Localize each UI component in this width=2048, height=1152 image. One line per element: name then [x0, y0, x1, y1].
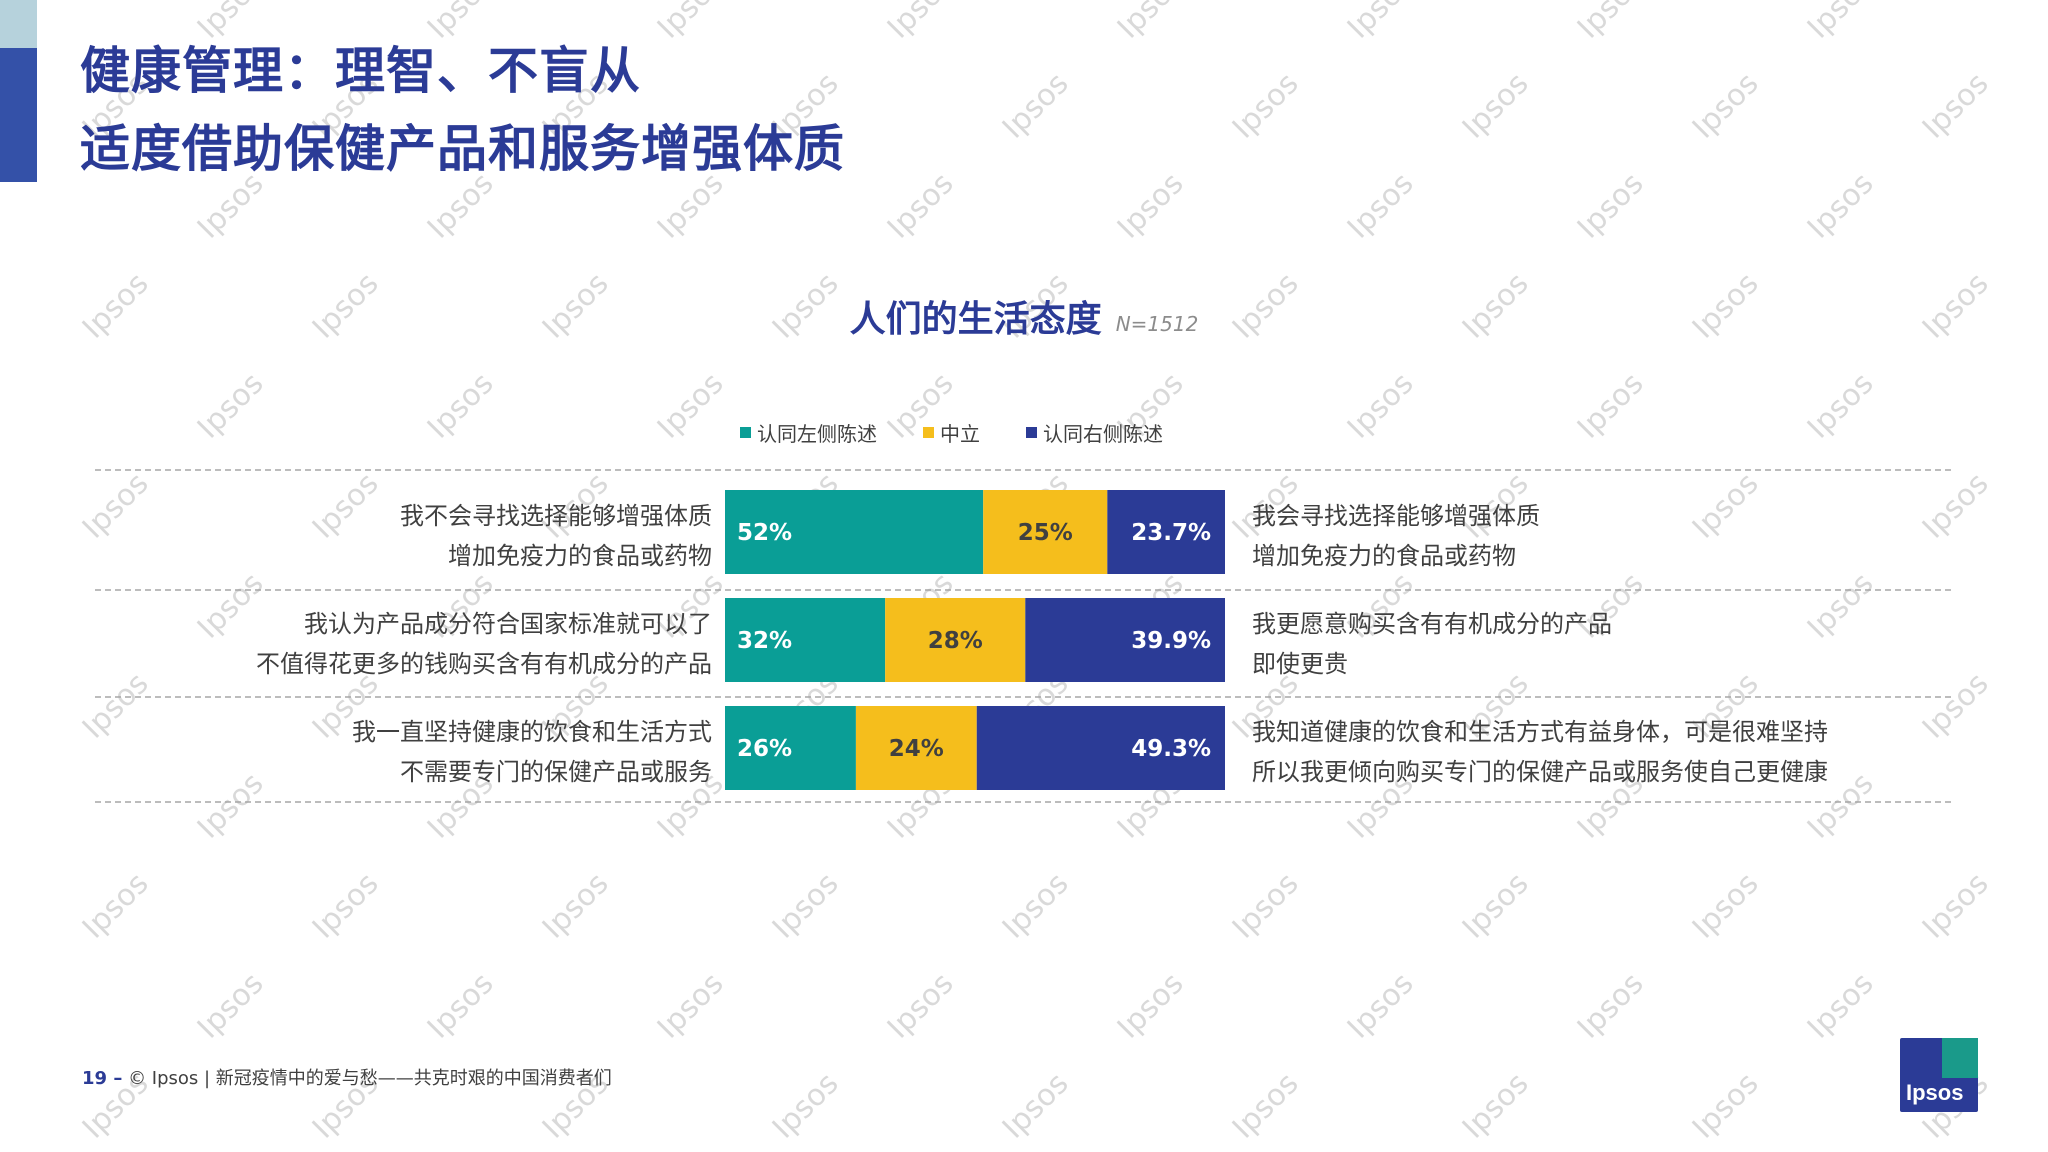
- bar-row2-series0: [725, 706, 856, 790]
- data-label-row2-series1: 24%: [889, 736, 944, 762]
- logo-text: Ipsos: [1906, 1080, 1964, 1105]
- right-statement-row0-line0: 我会寻找选择能够增强体质: [1252, 502, 1540, 530]
- footer-source: © Ipsos | 新冠疫情中的爱与愁——共克时艰的中国消费者们: [128, 1068, 612, 1089]
- left-statement-row2-line0: 我一直坚持健康的饮食和生活方式: [352, 718, 712, 746]
- bar-row1-series1: [885, 598, 1026, 682]
- footer: 19 – © Ipsos | 新冠疫情中的爱与愁——共克时艰的中国消费者们: [82, 1064, 612, 1090]
- data-label-row0-series1: 25%: [1018, 520, 1073, 546]
- legend-item-agree-left: 认同左侧陈述: [740, 418, 877, 447]
- legend-label-agree-left: 认同左侧陈述: [757, 422, 877, 446]
- left-statement-row0-line0: 我不会寻找选择能够增强体质: [400, 502, 712, 530]
- data-label-row1-series1: 28%: [928, 628, 983, 654]
- right-statement-row2-line1: 所以我更倾向购买专门的保健产品或服务使自己更健康: [1252, 758, 1828, 786]
- bar-row1-series2: [1025, 598, 1225, 682]
- bar-row1-series0: [725, 598, 886, 682]
- left-statement-row0-line1: 增加免疫力的食品或药物: [448, 542, 712, 570]
- logo-tag-shape: [1942, 1038, 1978, 1078]
- legend-swatch-agree-right: [1026, 427, 1037, 438]
- page-title: 健康管理：理智、不盲从 适度借助保健产品和服务增强体质: [80, 32, 845, 188]
- bar-row2-series2: [976, 706, 1225, 790]
- left-statement-row2-line1: 不需要专门的保健产品或服务: [400, 758, 712, 786]
- header-accent-top: [0, 0, 37, 48]
- page-number: 19 –: [82, 1068, 123, 1089]
- right-statement-row1-line0: 我更愿意购买含有有机成分的产品: [1252, 610, 1612, 638]
- data-label-row0-series2: 23.7%: [1131, 520, 1211, 546]
- legend-label-agree-right: 认同右侧陈述: [1043, 422, 1163, 446]
- legend-item-agree-right: 认同右侧陈述: [1026, 418, 1163, 447]
- bar-row0-series2: [1107, 490, 1225, 574]
- legend-swatch-agree-left: [740, 427, 751, 438]
- right-statement-row1-line1: 即使更贵: [1252, 650, 1348, 678]
- page-title-line-2: 适度借助保健产品和服务增强体质: [80, 120, 845, 178]
- left-statement-row1-line1: 不值得花更多的钱购买含有有机成分的产品: [256, 650, 712, 678]
- chart-title: 人们的生活态度: [849, 299, 1102, 340]
- right-statement-row0-line1: 增加免疫力的食品或药物: [1252, 542, 1516, 570]
- header-accent-bar: [0, 48, 37, 182]
- legend-swatch-neutral: [923, 427, 934, 438]
- bar-row0-series1: [983, 490, 1108, 574]
- ipsos-logo: Ipsos: [1900, 1038, 1978, 1112]
- right-statement-row2-line0: 我知道健康的饮食和生活方式有益身体，可是很难坚持: [1252, 718, 1828, 746]
- legend-label-neutral: 中立: [940, 422, 980, 446]
- chart-title-group: 人们的生活态度 N=1512: [0, 290, 2048, 342]
- data-label-row1-series0: 32%: [737, 628, 792, 654]
- data-label-row0-series0: 52%: [737, 520, 792, 546]
- legend-item-neutral: 中立: [923, 418, 980, 447]
- data-label-row1-series2: 39.9%: [1131, 628, 1211, 654]
- chart-legend: 认同左侧陈述 中立 认同右侧陈述: [740, 418, 1163, 447]
- data-label-row2-series2: 49.3%: [1131, 736, 1211, 762]
- bar-row2-series1: [855, 706, 977, 790]
- bar-row0-series0: [725, 490, 984, 574]
- page-title-line-1: 健康管理：理智、不盲从: [80, 42, 641, 100]
- data-label-row2-series0: 26%: [737, 736, 792, 762]
- left-statement-row1-line0: 我认为产品成分符合国家标准就可以了: [304, 610, 712, 638]
- chart-sample-size: N=1512: [1115, 312, 1199, 336]
